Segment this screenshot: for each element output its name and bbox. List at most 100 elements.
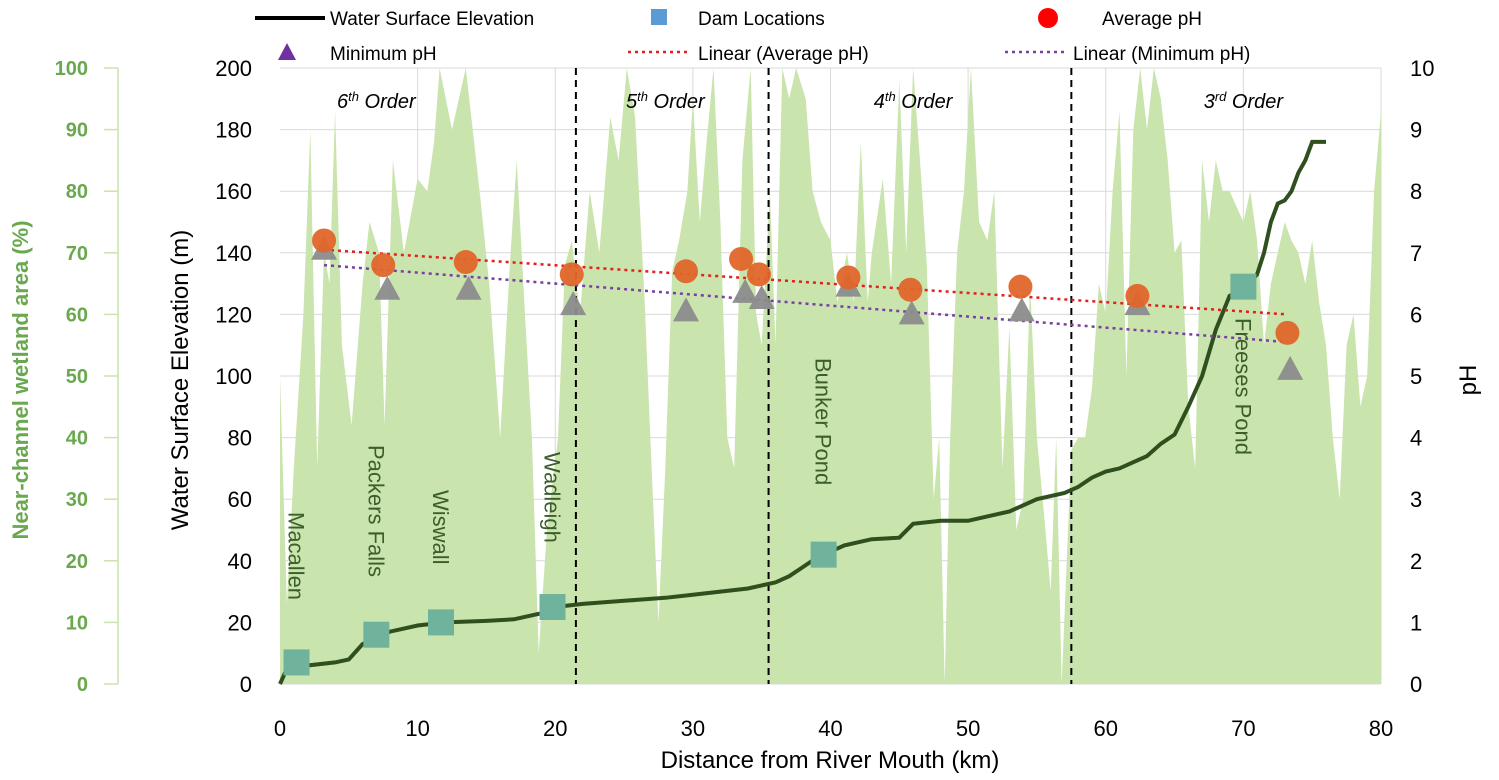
order-label: 3rd Order	[1204, 89, 1285, 114]
dam-marker	[1230, 273, 1257, 300]
avg-ph-marker	[1125, 283, 1150, 308]
elevation-tick-label: 120	[215, 302, 252, 327]
elevation-tick-label: 180	[215, 118, 252, 143]
avg-ph-marker	[559, 262, 584, 287]
wetland-tick-label: 0	[77, 674, 88, 696]
wetland-tick-label: 10	[66, 612, 88, 634]
x-tick-label: 30	[681, 716, 705, 741]
legend-min-ph: Minimum pH	[330, 44, 437, 65]
ph-tick-label: 10	[1410, 56, 1434, 81]
min-ph-marker	[1008, 297, 1035, 322]
avg-ph-marker	[898, 277, 923, 302]
dam-label: Wiswall	[428, 490, 453, 565]
x-tick-label: 60	[1094, 716, 1118, 741]
elevation-tick-label: 200	[215, 56, 252, 81]
ph-tick-label: 4	[1410, 426, 1422, 451]
min-ph-marker	[455, 275, 482, 300]
legend-lin-avg: Linear (Average pH)	[698, 44, 869, 65]
x-axis-label: Distance from River Mouth (km)	[661, 747, 1000, 774]
y-axis-label-ph: pH	[1455, 365, 1482, 396]
x-tick-label: 70	[1231, 716, 1255, 741]
ph-markers	[311, 228, 1304, 380]
min-ph-marker	[732, 278, 759, 303]
wetland-tick-label: 100	[55, 58, 88, 80]
min-ph-marker	[672, 297, 699, 322]
wetland-tick-label: 60	[66, 304, 88, 326]
ph-tick-label: 2	[1410, 549, 1422, 574]
x-tick-label: 40	[818, 716, 842, 741]
legend-dams-swatch	[651, 9, 667, 25]
avg-ph-marker	[673, 259, 698, 284]
legend-water-surface: Water Surface Elevation	[330, 9, 534, 30]
avg-ph-marker	[746, 262, 771, 287]
avg-ph-marker	[836, 265, 861, 290]
avg-ph-marker	[371, 253, 396, 278]
min-ph-marker	[1277, 355, 1304, 380]
legend-avg-ph: Average pH	[1102, 9, 1202, 30]
dam-markers	[283, 273, 1257, 676]
dam-label: Wadleigh	[539, 452, 564, 543]
legend: Water Surface Elevation Dam Locations Av…	[255, 8, 1250, 65]
dam-labels: Macallen Packers Falls Wiswall Wadleigh Bunk…	[284, 318, 1256, 600]
order-label: 6th Order	[337, 89, 417, 114]
ph-tick-label: 1	[1410, 610, 1422, 635]
elevation-tick-label: 20	[228, 610, 252, 635]
avg-ph-marker	[312, 228, 337, 253]
y-axis-label-elevation: Water Surface Elevation (m)	[167, 230, 194, 531]
y-axis-label-wetland: Near-channel wetland area (%)	[8, 220, 33, 539]
min-ph-marker	[898, 300, 925, 325]
legend-min-ph-swatch	[278, 43, 296, 60]
dam-marker	[283, 649, 310, 676]
wetland-tick-label: 40	[66, 428, 88, 450]
ph-tick-label: 9	[1410, 118, 1422, 143]
order-label: 5th Order	[626, 89, 706, 114]
ph-tick-label: 6	[1410, 302, 1422, 327]
axis-ticks: 0 10 20 30 40 50 60 70 8002040608010012014016018…	[55, 56, 1435, 741]
trend-minimum-ph	[323, 263, 1288, 344]
elevation-tick-label: 160	[215, 179, 252, 204]
elevation-tick-label: 100	[215, 364, 252, 389]
elevation-tick-label: 60	[228, 487, 252, 512]
ph-tick-label: 0	[1410, 672, 1422, 697]
wetland-tick-label: 30	[66, 489, 88, 511]
dam-label: Macallen	[284, 512, 309, 600]
x-tick-label: 80	[1369, 716, 1393, 741]
dam-marker	[810, 541, 837, 568]
dam-label: Bunker Pond	[811, 358, 836, 485]
elevation-tick-label: 80	[228, 426, 252, 451]
x-tick-label: 20	[543, 716, 567, 741]
x-tick-label: 0	[274, 716, 286, 741]
x-tick-label: 10	[405, 716, 429, 741]
min-ph-marker	[560, 291, 587, 316]
wetland-area	[280, 68, 1381, 684]
avg-ph-marker	[729, 246, 754, 271]
avg-ph-marker	[1275, 320, 1300, 345]
wetland-tick-label: 80	[66, 181, 88, 203]
ph-tick-label: 3	[1410, 487, 1422, 512]
elevation-tick-label: 40	[228, 549, 252, 574]
order-boundaries	[574, 68, 1073, 684]
order-labels: 6th Order 5th Order 4th Order 3rd Order	[337, 89, 1284, 114]
legend-dams: Dam Locations	[698, 9, 825, 30]
wetland-tick-label: 20	[66, 551, 88, 573]
ph-tick-label: 5	[1410, 364, 1422, 389]
legend-avg-ph-swatch	[1038, 8, 1058, 28]
dam-label: Freeses Pond	[1230, 318, 1255, 455]
wetland-tick-label: 70	[66, 243, 88, 265]
x-tick-label: 50	[956, 716, 980, 741]
elevation-tick-label: 0	[240, 672, 252, 697]
legend-lin-min: Linear (Minimum pH)	[1073, 44, 1250, 65]
elevation-tick-label: 140	[215, 241, 252, 266]
wetland-tick-label: 90	[66, 120, 88, 142]
wetland-tick-label: 50	[66, 366, 88, 388]
avg-ph-marker	[453, 250, 478, 275]
ph-tick-label: 7	[1410, 241, 1422, 266]
min-ph-marker	[748, 285, 775, 309]
order-label: 4th Order	[874, 89, 954, 114]
dam-label: Packers Falls	[363, 445, 388, 577]
ph-tick-label: 8	[1410, 179, 1422, 204]
dam-marker	[363, 621, 390, 648]
dam-marker	[539, 594, 566, 620]
avg-ph-marker	[1008, 274, 1033, 299]
